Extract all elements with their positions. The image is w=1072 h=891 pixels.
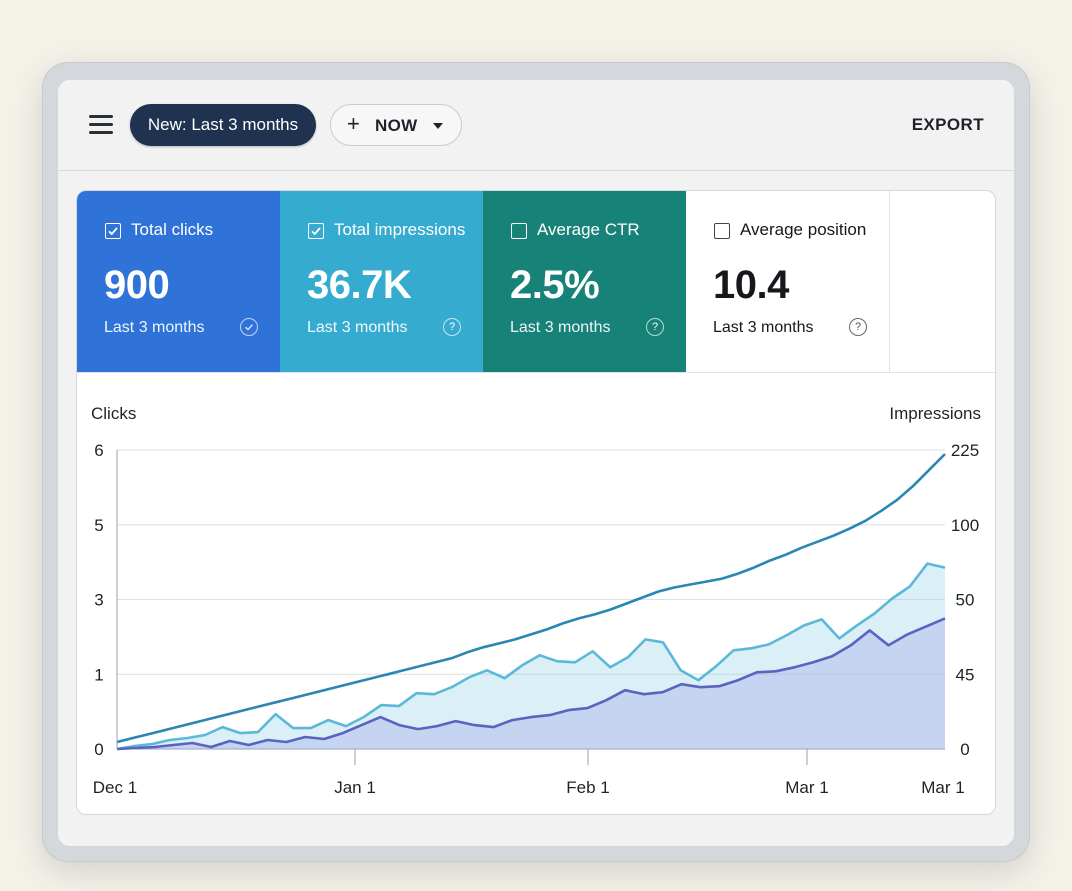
x-tick-label: Mar 1 <box>785 778 828 797</box>
series-line <box>116 453 946 744</box>
toolbar: New: Last 3 months + NOW EXPORT <box>58 80 1014 171</box>
y-tick-label-right: 100 <box>951 516 979 535</box>
series-line <box>116 562 946 751</box>
x-tick-label: Mar 1 <box>921 778 964 797</box>
metric-tiles: Total clicks 900 Last 3 months Total imp… <box>77 191 995 373</box>
help-icon[interactable]: ? <box>646 318 664 336</box>
metric-period: Last 3 months <box>307 319 408 336</box>
metric-tile-average-ctr[interactable]: Average CTR 2.5% Last 3 months ? <box>483 191 686 372</box>
caret-down-icon <box>433 123 443 129</box>
series-area <box>117 618 945 749</box>
hamburger-menu-icon[interactable] <box>89 115 113 135</box>
metric-tile-total-impressions[interactable]: Total impressions 36.7K Last 3 months ? <box>280 191 483 372</box>
check-circle-icon <box>240 318 258 336</box>
metric-label: Total impressions <box>334 220 466 239</box>
help-icon[interactable]: ? <box>443 318 461 336</box>
metric-label: Average CTR <box>537 220 640 239</box>
add-filter-label: NOW <box>375 116 418 135</box>
y-tick-label-left: 1 <box>94 665 103 684</box>
add-filter-button[interactable]: + NOW <box>330 104 462 146</box>
plus-icon: + <box>347 111 360 136</box>
metric-value: 36.7K <box>307 263 412 307</box>
y-tick-label-right: 50 <box>956 591 975 610</box>
y-axis-label-clicks: Clicks <box>91 404 136 423</box>
series-line <box>116 617 946 751</box>
metric-tile-total-clicks[interactable]: Total clicks 900 Last 3 months <box>77 191 280 372</box>
x-tick-label: Dec 1 <box>93 778 137 797</box>
metric-period: Last 3 months <box>104 319 205 336</box>
series-area <box>117 563 945 749</box>
metric-value: 2.5% <box>510 263 600 307</box>
y-tick-label-right: 45 <box>956 665 975 684</box>
y-tick-label-left: 0 <box>94 740 103 759</box>
export-button[interactable]: EXPORT <box>911 115 984 134</box>
checkbox-unchecked-icon[interactable] <box>511 223 527 239</box>
date-range-filter-button[interactable]: New: Last 3 months <box>130 104 316 146</box>
checkbox-checked-icon[interactable] <box>105 223 121 239</box>
y-tick-label-left: 5 <box>94 516 103 535</box>
y-tick-label-left: 6 <box>94 441 103 460</box>
y-axis-label-impressions: Impressions <box>889 404 981 423</box>
app-window: New: Last 3 months + NOW EXPORT Total cl… <box>58 80 1014 846</box>
metric-value: 10.4 <box>713 263 789 307</box>
y-tick-label-left: 3 <box>94 591 103 610</box>
x-tick-label: Feb 1 <box>566 778 609 797</box>
y-tick-label-right: 225 <box>951 441 979 460</box>
checkbox-checked-icon[interactable] <box>308 223 324 239</box>
y-tick-label-right: 0 <box>960 740 969 759</box>
metric-label: Average position <box>740 220 867 239</box>
metric-label: Total clicks <box>131 220 214 239</box>
metric-period: Last 3 months <box>713 319 814 336</box>
x-tick-label: Jan 1 <box>334 778 376 797</box>
checkbox-unchecked-icon[interactable] <box>714 223 730 239</box>
metric-period: Last 3 months <box>510 319 611 336</box>
date-range-filter-label: New: Last 3 months <box>147 115 299 134</box>
metric-value: 900 <box>104 263 170 307</box>
metric-tile-average-position[interactable]: Average position 10.4 Last 3 months ? <box>686 191 890 372</box>
performance-card: Total clicks 900 Last 3 months Total imp… <box>76 190 996 815</box>
help-icon[interactable]: ? <box>849 318 867 336</box>
performance-chart: Clicks Impressions 6 225 5 100 3 50 1 45 0 0 Dec 1… <box>91 404 981 797</box>
